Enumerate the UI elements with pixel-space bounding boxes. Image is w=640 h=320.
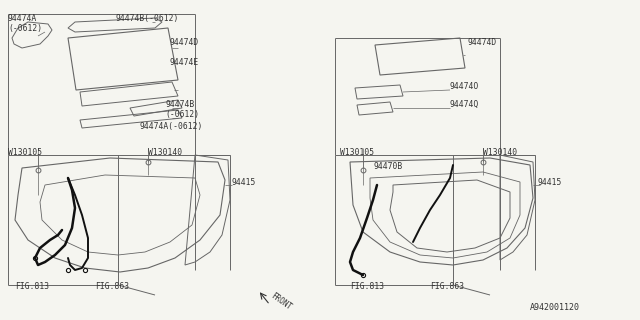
- Text: FRONT: FRONT: [269, 291, 294, 312]
- Text: 94474D: 94474D: [467, 38, 496, 47]
- Text: W130105: W130105: [340, 148, 374, 157]
- Text: W130105: W130105: [8, 148, 42, 157]
- Text: 94474O: 94474O: [450, 82, 479, 91]
- Text: 94474E: 94474E: [170, 58, 199, 67]
- Text: 94474B(-0612): 94474B(-0612): [115, 14, 179, 23]
- Text: FIG.813: FIG.813: [350, 282, 384, 291]
- Text: 94474A(-0612): 94474A(-0612): [140, 122, 204, 131]
- Text: 94474B
(-0612): 94474B (-0612): [165, 100, 199, 119]
- Text: W130140: W130140: [483, 148, 517, 157]
- Text: 94474A
(-0612): 94474A (-0612): [8, 14, 42, 33]
- Text: 94415: 94415: [537, 178, 561, 187]
- Text: 94415: 94415: [232, 178, 257, 187]
- Text: FIG.863: FIG.863: [430, 282, 464, 291]
- Text: 94474Q: 94474Q: [450, 100, 479, 109]
- Text: FIG.863: FIG.863: [95, 282, 129, 291]
- Text: FIG.813: FIG.813: [15, 282, 49, 291]
- Text: W130140: W130140: [148, 148, 182, 157]
- Text: 94470B: 94470B: [373, 162, 403, 171]
- Text: 94474D: 94474D: [170, 38, 199, 47]
- Text: A942001120: A942001120: [530, 303, 580, 312]
